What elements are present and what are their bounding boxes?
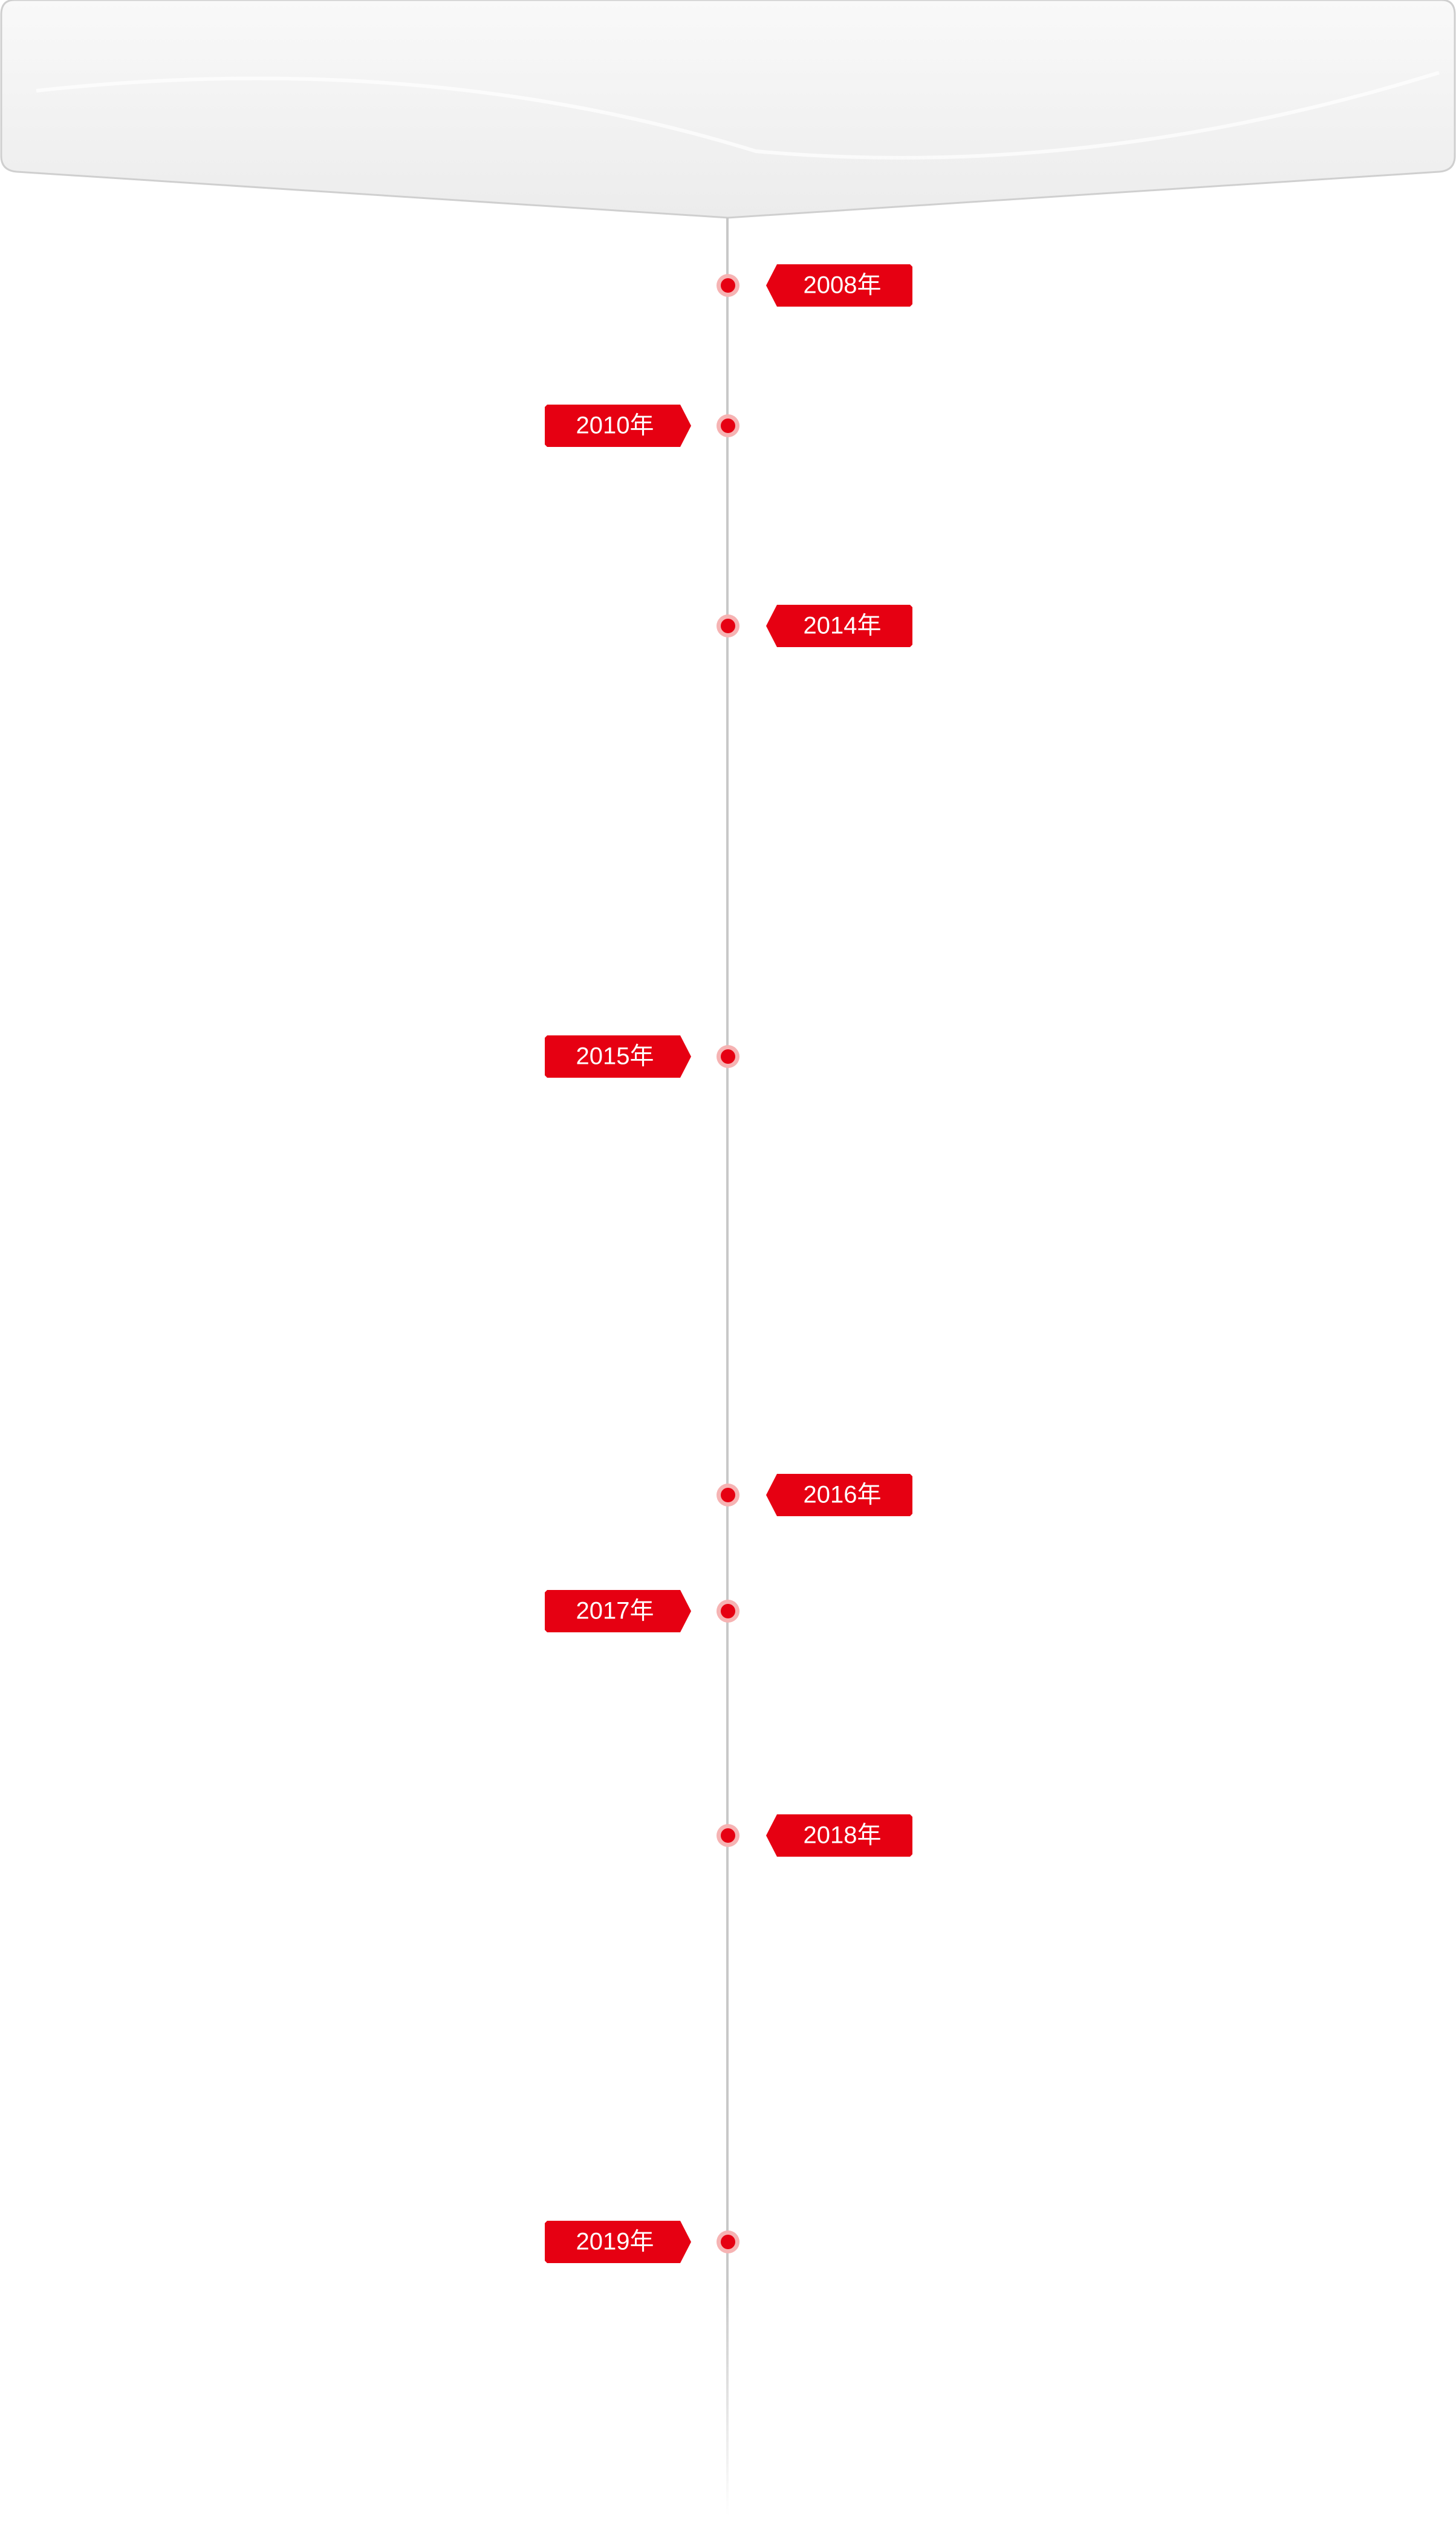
year-tag <box>766 1474 912 1516</box>
timeline-dot <box>721 1604 735 1618</box>
header-decoration <box>36 71 1440 160</box>
year-label: 2014年 <box>804 613 882 639</box>
year-tag <box>545 405 691 447</box>
year-label: 2015年 <box>576 1043 654 1070</box>
year-tag <box>545 1590 691 1632</box>
year-tag <box>766 264 912 307</box>
year-label: 2018年 <box>804 1822 882 1849</box>
year-label: 2010年 <box>576 412 654 439</box>
timeline-dot <box>721 419 735 433</box>
year-tag <box>766 605 912 647</box>
timeline-dot <box>721 1488 735 1502</box>
timeline-dot <box>721 2235 735 2249</box>
timeline-dot <box>721 619 735 633</box>
timeline-dot <box>721 278 735 293</box>
timeline-dot <box>721 1049 735 1064</box>
year-label: 2008年 <box>804 272 882 299</box>
header-banner <box>0 0 1456 219</box>
year-label: 2017年 <box>576 1598 654 1624</box>
timeline-dot <box>721 1828 735 1843</box>
year-tag <box>545 1035 691 1078</box>
year-label: 2016年 <box>804 1482 882 1508</box>
year-tag <box>766 1814 912 1857</box>
year-tag <box>545 2221 691 2263</box>
timeline-axis <box>726 218 729 2516</box>
year-label: 2019年 <box>576 2229 654 2255</box>
